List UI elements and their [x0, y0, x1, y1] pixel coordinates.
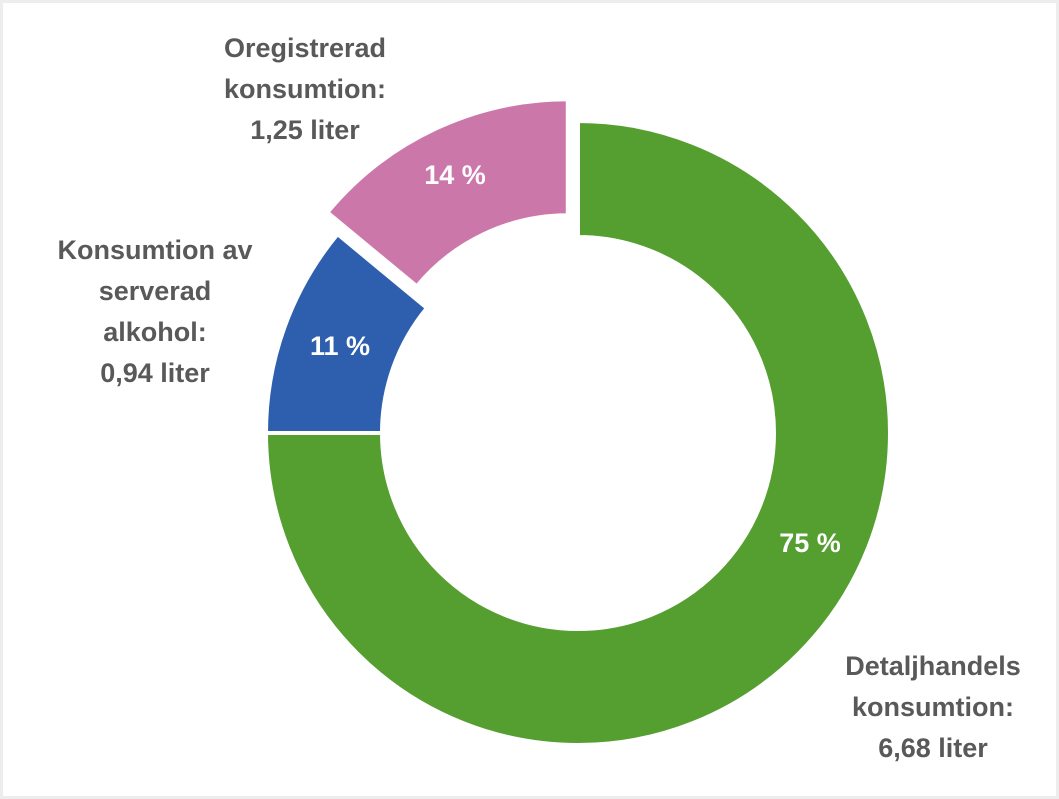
category-label: alkohol:	[103, 317, 207, 347]
category-label: 6,68 liter	[878, 733, 988, 763]
donut-slice	[263, 231, 430, 435]
category-label: konsumtion:	[224, 74, 386, 104]
category-label: Oregistrerad	[224, 33, 386, 63]
category-label: 0,94 liter	[100, 358, 210, 388]
category-label: 1,25 liter	[250, 115, 360, 145]
value-label: 75 %	[779, 528, 841, 558]
category-label: serverad	[99, 276, 212, 306]
donut-slice	[263, 118, 892, 747]
category-label: Detaljhandels	[845, 651, 1021, 681]
category-label: Konsumtion av	[57, 235, 252, 265]
value-label: 11 %	[310, 331, 370, 361]
category-label: konsumtion:	[852, 692, 1014, 722]
donut-slice	[324, 97, 570, 290]
value-label: 14 %	[424, 160, 486, 190]
